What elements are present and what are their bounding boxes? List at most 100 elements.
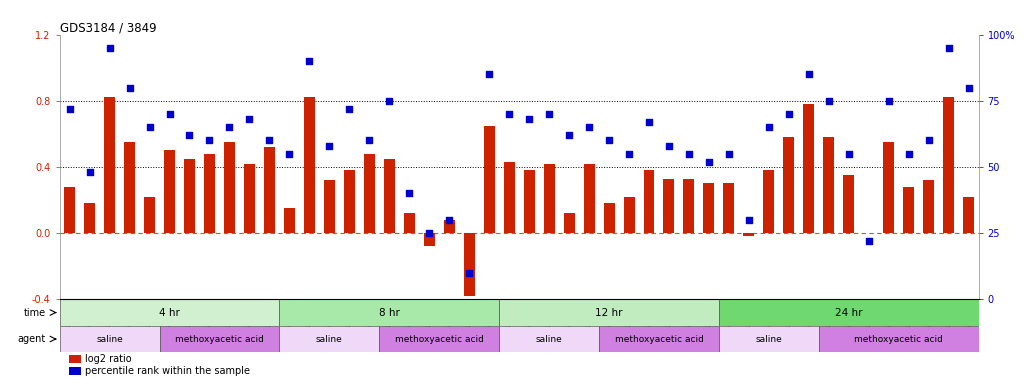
Point bbox=[221, 124, 237, 130]
Point bbox=[381, 98, 398, 104]
Point bbox=[801, 71, 817, 77]
Bar bbox=[563, 213, 575, 233]
Point bbox=[521, 116, 538, 122]
Bar bbox=[364, 154, 375, 233]
Point bbox=[102, 45, 118, 51]
Bar bbox=[624, 197, 634, 233]
Text: 12 hr: 12 hr bbox=[595, 308, 623, 318]
Point bbox=[640, 119, 657, 125]
Text: 4 hr: 4 hr bbox=[159, 308, 180, 318]
Point bbox=[740, 217, 757, 223]
Point bbox=[701, 159, 718, 165]
Bar bbox=[383, 159, 395, 233]
Point bbox=[361, 137, 377, 144]
Bar bbox=[244, 164, 255, 233]
Bar bbox=[69, 355, 81, 363]
Bar bbox=[124, 142, 135, 233]
Point bbox=[421, 230, 438, 236]
Bar bbox=[224, 142, 235, 233]
Bar bbox=[144, 197, 155, 233]
Text: saline: saline bbox=[536, 334, 562, 344]
Bar bbox=[84, 204, 95, 233]
Bar bbox=[603, 204, 615, 233]
Point bbox=[341, 106, 358, 112]
Point bbox=[62, 106, 78, 112]
Text: 8 hr: 8 hr bbox=[379, 308, 400, 318]
Point bbox=[401, 190, 417, 197]
Point bbox=[141, 124, 157, 130]
Point bbox=[780, 111, 797, 117]
Bar bbox=[159, 326, 280, 352]
Point bbox=[81, 169, 98, 175]
Bar bbox=[684, 179, 695, 233]
Bar bbox=[280, 299, 500, 326]
Bar bbox=[324, 180, 335, 233]
Bar bbox=[823, 137, 835, 233]
Bar bbox=[444, 220, 454, 233]
Point bbox=[321, 143, 337, 149]
Bar bbox=[69, 367, 81, 375]
Point bbox=[181, 132, 197, 138]
Bar bbox=[379, 326, 500, 352]
Bar bbox=[783, 137, 795, 233]
Bar bbox=[504, 162, 515, 233]
Bar bbox=[584, 164, 594, 233]
Point bbox=[461, 270, 477, 276]
Bar bbox=[724, 184, 734, 233]
Point bbox=[681, 151, 697, 157]
Text: time: time bbox=[24, 308, 46, 318]
Bar bbox=[60, 299, 280, 326]
Bar bbox=[343, 170, 355, 233]
Bar bbox=[280, 326, 379, 352]
Point bbox=[860, 238, 877, 244]
Text: methoxyacetic acid: methoxyacetic acid bbox=[854, 334, 943, 344]
Point bbox=[621, 151, 637, 157]
Text: percentile rank within the sample: percentile rank within the sample bbox=[85, 366, 251, 376]
Text: 24 hr: 24 hr bbox=[835, 308, 862, 318]
Bar bbox=[599, 326, 719, 352]
Point bbox=[941, 45, 957, 51]
Bar bbox=[464, 233, 475, 296]
Bar bbox=[264, 147, 274, 233]
Bar bbox=[663, 179, 674, 233]
Bar bbox=[703, 184, 714, 233]
Text: methoxyacetic acid: methoxyacetic acid bbox=[615, 334, 703, 344]
Bar bbox=[104, 98, 115, 233]
Bar bbox=[424, 233, 435, 247]
Point bbox=[201, 137, 218, 144]
Bar bbox=[944, 98, 954, 233]
Point bbox=[661, 143, 677, 149]
Point bbox=[721, 151, 737, 157]
Point bbox=[761, 124, 777, 130]
Text: saline: saline bbox=[97, 334, 123, 344]
Point bbox=[600, 137, 617, 144]
Bar bbox=[764, 170, 774, 233]
Bar bbox=[64, 187, 75, 233]
Bar bbox=[803, 104, 814, 233]
Point bbox=[841, 151, 857, 157]
Bar bbox=[819, 326, 979, 352]
Bar bbox=[719, 326, 819, 352]
Bar bbox=[500, 299, 719, 326]
Bar bbox=[284, 208, 295, 233]
Bar bbox=[484, 126, 494, 233]
Point bbox=[561, 132, 578, 138]
Point bbox=[501, 111, 517, 117]
Point bbox=[242, 116, 258, 122]
Bar bbox=[523, 170, 535, 233]
Bar bbox=[544, 164, 554, 233]
Point bbox=[441, 217, 457, 223]
Point bbox=[581, 124, 597, 130]
Text: agent: agent bbox=[17, 334, 46, 344]
Bar bbox=[500, 326, 599, 352]
Bar bbox=[164, 151, 175, 233]
Text: methoxyacetic acid: methoxyacetic acid bbox=[175, 334, 264, 344]
Point bbox=[920, 137, 937, 144]
Text: GDS3184 / 3849: GDS3184 / 3849 bbox=[60, 22, 156, 35]
Point bbox=[282, 151, 298, 157]
Point bbox=[960, 84, 977, 91]
Bar bbox=[60, 326, 159, 352]
Bar bbox=[404, 213, 414, 233]
Text: saline: saline bbox=[756, 334, 782, 344]
Point bbox=[301, 58, 318, 64]
